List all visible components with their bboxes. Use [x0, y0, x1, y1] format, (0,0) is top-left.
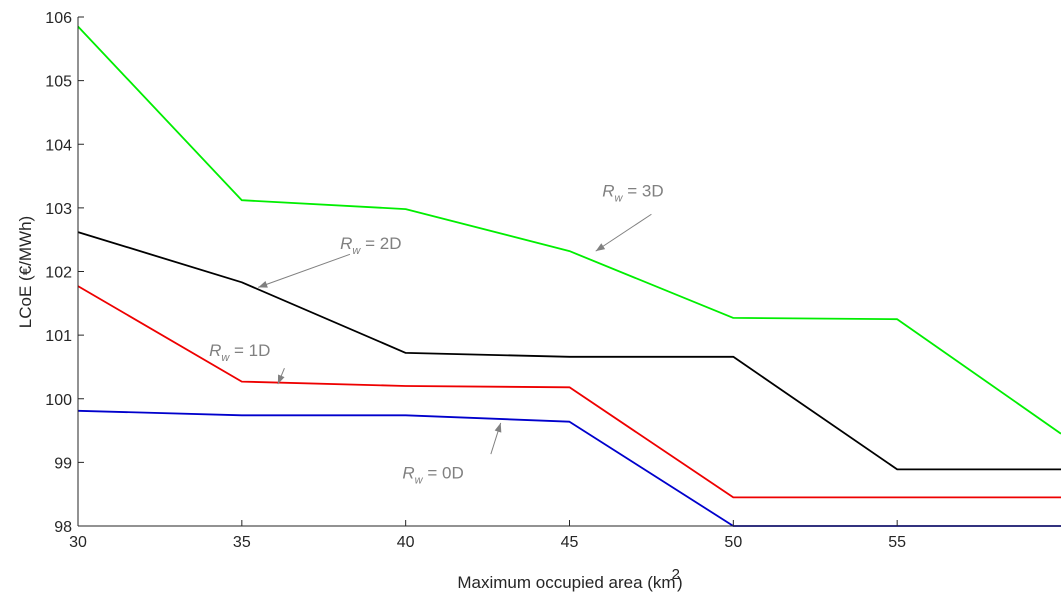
series-line-1: [77, 231, 1061, 471]
x-tick-label: 45: [561, 534, 579, 551]
y-axis-label: LCoE (€/MWh): [16, 216, 35, 328]
series-line-0: [77, 25, 1061, 435]
y-tick-label: 98: [54, 519, 72, 536]
annotation-0: Rw = 3D: [595, 181, 664, 252]
annotation-arrow-head: [258, 281, 268, 288]
x-tick-label: 40: [397, 534, 415, 551]
annotation-1: Rw = 2D: [258, 234, 401, 288]
y-tick-label: 99: [54, 455, 72, 472]
axes: [77, 17, 1061, 527]
y-ticks: 98 99 100 101 102 103 104 105 106: [45, 10, 84, 536]
annotation-arrow: [258, 253, 351, 288]
x-axis-label-text: Maximum occupied area (km: [457, 573, 675, 592]
annotation-arrow-head: [494, 422, 502, 433]
x-axis-label: Maximum occupied area (km2): [457, 566, 682, 592]
annotation-arrow-head: [595, 243, 606, 252]
y-tick-label: 103: [45, 201, 72, 218]
y-tick-label: 102: [45, 265, 72, 282]
annotation-label: Rw = 3D: [602, 181, 663, 204]
annotation-label: Rw = 1D: [209, 341, 270, 364]
series-line-3: [77, 409, 1061, 527]
y-tick-label: 106: [45, 10, 72, 27]
plot-area: [77, 25, 1061, 527]
annotation-label: Rw = 0D: [402, 463, 463, 486]
annotation-2: Rw = 1D: [209, 341, 285, 385]
annotations: Rw = 3D Rw = 2D Rw = 1D Rw = 0D: [209, 181, 664, 486]
annotation-3: Rw = 0D: [402, 422, 502, 486]
x-axis-label-suffix: ): [677, 573, 683, 592]
y-tick-label: 105: [45, 74, 72, 91]
annotation-arrow: [595, 213, 652, 252]
annotation-arrow-head: [277, 374, 285, 385]
x-axis-label-sup: 2: [672, 566, 680, 583]
series-line-2: [77, 285, 1061, 499]
x-ticks: 30 35 40 45 50 55: [69, 520, 906, 551]
x-tick-label: 30: [69, 534, 87, 551]
y-tick-label: 101: [45, 328, 72, 345]
x-tick-label: 50: [724, 534, 742, 551]
y-tick-label: 100: [45, 392, 72, 409]
y-tick-label: 104: [45, 137, 72, 154]
x-tick-label: 35: [233, 534, 251, 551]
annotation-label: Rw = 2D: [340, 234, 401, 257]
x-tick-label: 55: [888, 534, 906, 551]
